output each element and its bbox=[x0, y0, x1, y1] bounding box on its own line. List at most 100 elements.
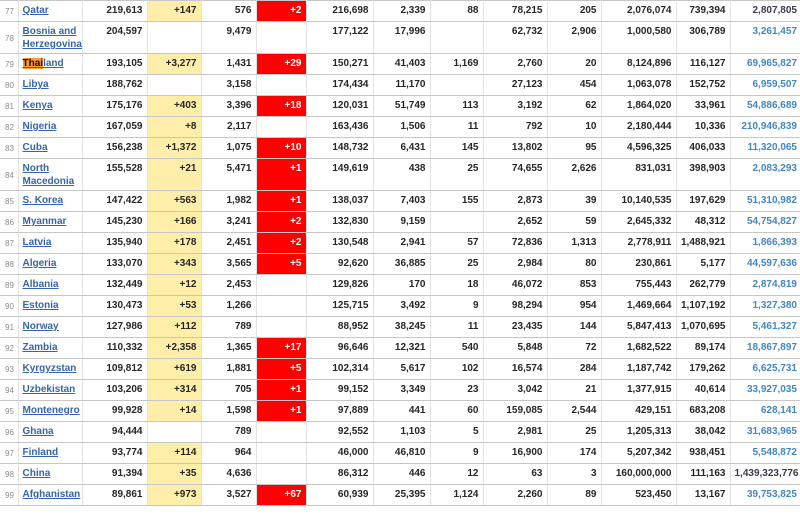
cell-new-cases bbox=[147, 21, 202, 54]
country-link[interactable]: North Macedonia bbox=[22, 163, 75, 187]
cell-active-cases: 12,321 bbox=[373, 337, 431, 359]
country-link[interactable]: Afghanistan bbox=[22, 489, 81, 500]
population-link[interactable]: 1,439,323,776 bbox=[734, 468, 799, 479]
country-link[interactable]: Latvia bbox=[22, 237, 52, 248]
population-link[interactable]: 31,683,965 bbox=[746, 426, 797, 437]
population-link[interactable]: 51,310,982 bbox=[746, 195, 797, 206]
country-link[interactable]: Kenya bbox=[22, 100, 53, 111]
cell-total-deaths: 1,266 bbox=[201, 295, 257, 317]
population-link[interactable]: 11,320,065 bbox=[747, 142, 798, 153]
country-link[interactable]: China bbox=[22, 468, 51, 479]
country-link[interactable]: Nigeria bbox=[22, 121, 57, 132]
cell-total-deaths: 1,431 bbox=[201, 53, 257, 75]
cell-active-cases: 11,170 bbox=[373, 74, 431, 96]
country-link[interactable]: Myanmar bbox=[22, 216, 67, 227]
cell-active-cases: 7,403 bbox=[373, 190, 431, 212]
population-link[interactable]: 6,959,507 bbox=[752, 79, 798, 90]
cell-country: Montenegro bbox=[18, 400, 83, 422]
country-link[interactable]: Kyrgyzstan bbox=[22, 363, 77, 374]
country-link[interactable]: Bosnia and Herzegovina bbox=[22, 26, 82, 50]
population-link[interactable]: 2,807,805 bbox=[752, 5, 798, 16]
cell-cases-per-1m: 46,072 bbox=[483, 274, 548, 296]
population-link[interactable]: 1,866,393 bbox=[752, 237, 798, 248]
cell-deaths-per-1m: 10 bbox=[547, 116, 602, 138]
cell-serious-critical: 88 bbox=[430, 0, 484, 22]
country-link[interactable]: Estonia bbox=[22, 300, 59, 311]
population-link[interactable]: 1,327,380 bbox=[752, 300, 798, 311]
cell-new-cases: +14 bbox=[147, 400, 202, 422]
cell-total-cases: 219,613 bbox=[82, 0, 148, 22]
population-link[interactable]: 33,927,035 bbox=[746, 384, 797, 395]
cell-total-cases: 103,206 bbox=[82, 379, 148, 401]
cell-total-tests: 1,187,742 bbox=[601, 358, 677, 380]
country-link[interactable]: Albania bbox=[22, 279, 59, 290]
country-link[interactable]: Finland bbox=[22, 447, 59, 458]
cell-total-tests: 2,076,074 bbox=[601, 0, 677, 22]
population-link[interactable]: 2,083,293 bbox=[752, 163, 798, 174]
table-row: 77 Qatar 219,613 +147 576 +2 216,698 2,339 88 78,… bbox=[0, 0, 800, 22]
row-rank: 98 bbox=[0, 463, 19, 485]
cell-population: 2,874,819 bbox=[730, 274, 800, 296]
cell-population: 54,886,689 bbox=[730, 95, 800, 117]
cell-new-cases: +973 bbox=[147, 484, 202, 506]
population-link[interactable]: 39,753,825 bbox=[746, 489, 797, 500]
country-link[interactable]: Ghana bbox=[22, 426, 54, 437]
country-link[interactable]: Montenegro bbox=[22, 405, 80, 416]
population-link[interactable]: 210,946,839 bbox=[741, 121, 797, 132]
cell-total-cases: 155,528 bbox=[82, 158, 148, 191]
row-rank: 84 bbox=[0, 158, 19, 191]
country-link[interactable]: S. Korea bbox=[22, 195, 64, 206]
cell-total-deaths: 2,451 bbox=[201, 232, 257, 254]
country-link[interactable]: Algeria bbox=[22, 258, 57, 269]
population-link[interactable]: 54,754,827 bbox=[746, 216, 797, 227]
cell-total-tests: 5,847,413 bbox=[601, 316, 677, 338]
cell-total-cases: 109,812 bbox=[82, 358, 148, 380]
country-link[interactable]: Cuba bbox=[22, 142, 48, 153]
cell-active-cases: 41,403 bbox=[373, 53, 431, 75]
population-link[interactable]: 69,965,827 bbox=[746, 58, 797, 69]
country-link[interactable]: Uzbekistan bbox=[22, 384, 76, 395]
population-link[interactable]: 54,886,689 bbox=[746, 100, 797, 111]
country-link[interactable]: Thailand bbox=[22, 58, 64, 69]
cell-active-cases: 5,617 bbox=[373, 358, 431, 380]
country-link[interactable]: Qatar bbox=[22, 5, 49, 16]
cell-total-recovered: 60,939 bbox=[306, 484, 374, 506]
cell-serious-critical: 145 bbox=[430, 137, 484, 159]
cell-new-cases: +112 bbox=[147, 316, 202, 338]
cell-active-cases: 170 bbox=[373, 274, 431, 296]
cell-cases-per-1m: 98,294 bbox=[483, 295, 548, 317]
country-link[interactable]: Libya bbox=[22, 79, 49, 90]
row-rank: 79 bbox=[0, 53, 19, 75]
population-link[interactable]: 628,141 bbox=[760, 405, 797, 416]
cell-population: 54,754,827 bbox=[730, 211, 800, 233]
country-link[interactable]: Norway bbox=[22, 321, 59, 332]
cell-population: 2,083,293 bbox=[730, 158, 800, 191]
population-link[interactable]: 2,874,819 bbox=[752, 279, 798, 290]
cell-serious-critical: 25 bbox=[430, 253, 484, 275]
cell-total-tests: 1,377,915 bbox=[601, 379, 677, 401]
cell-cases-per-1m: 5,848 bbox=[483, 337, 548, 359]
population-link[interactable]: 18,867,897 bbox=[746, 342, 797, 353]
cell-total-tests: 2,778,911 bbox=[601, 232, 677, 254]
cell-new-cases: +343 bbox=[147, 253, 202, 275]
cell-total-deaths: 705 bbox=[201, 379, 257, 401]
cell-country: Latvia bbox=[18, 232, 83, 254]
cell-total-recovered: 97,889 bbox=[306, 400, 374, 422]
population-link[interactable]: 5,548,872 bbox=[752, 447, 798, 458]
population-link[interactable]: 44,597,636 bbox=[746, 258, 797, 269]
cell-serious-critical: 57 bbox=[430, 232, 484, 254]
cell-cases-per-1m: 63 bbox=[483, 463, 548, 485]
cell-deaths-per-1m: 205 bbox=[547, 0, 602, 22]
population-link[interactable]: 3,261,457 bbox=[752, 26, 798, 37]
cell-total-cases: 135,940 bbox=[82, 232, 148, 254]
cell-total-recovered: 130,548 bbox=[306, 232, 374, 254]
cell-new-deaths bbox=[256, 316, 307, 338]
cell-population: 3,261,457 bbox=[730, 21, 800, 54]
population-link[interactable]: 6,625,731 bbox=[752, 363, 798, 374]
population-link[interactable]: 5,461,327 bbox=[752, 321, 798, 332]
cell-new-cases: +403 bbox=[147, 95, 202, 117]
cell-deaths-per-1m: 21 bbox=[547, 379, 602, 401]
cell-deaths-per-1m: 95 bbox=[547, 137, 602, 159]
country-link[interactable]: Zambia bbox=[22, 342, 58, 353]
